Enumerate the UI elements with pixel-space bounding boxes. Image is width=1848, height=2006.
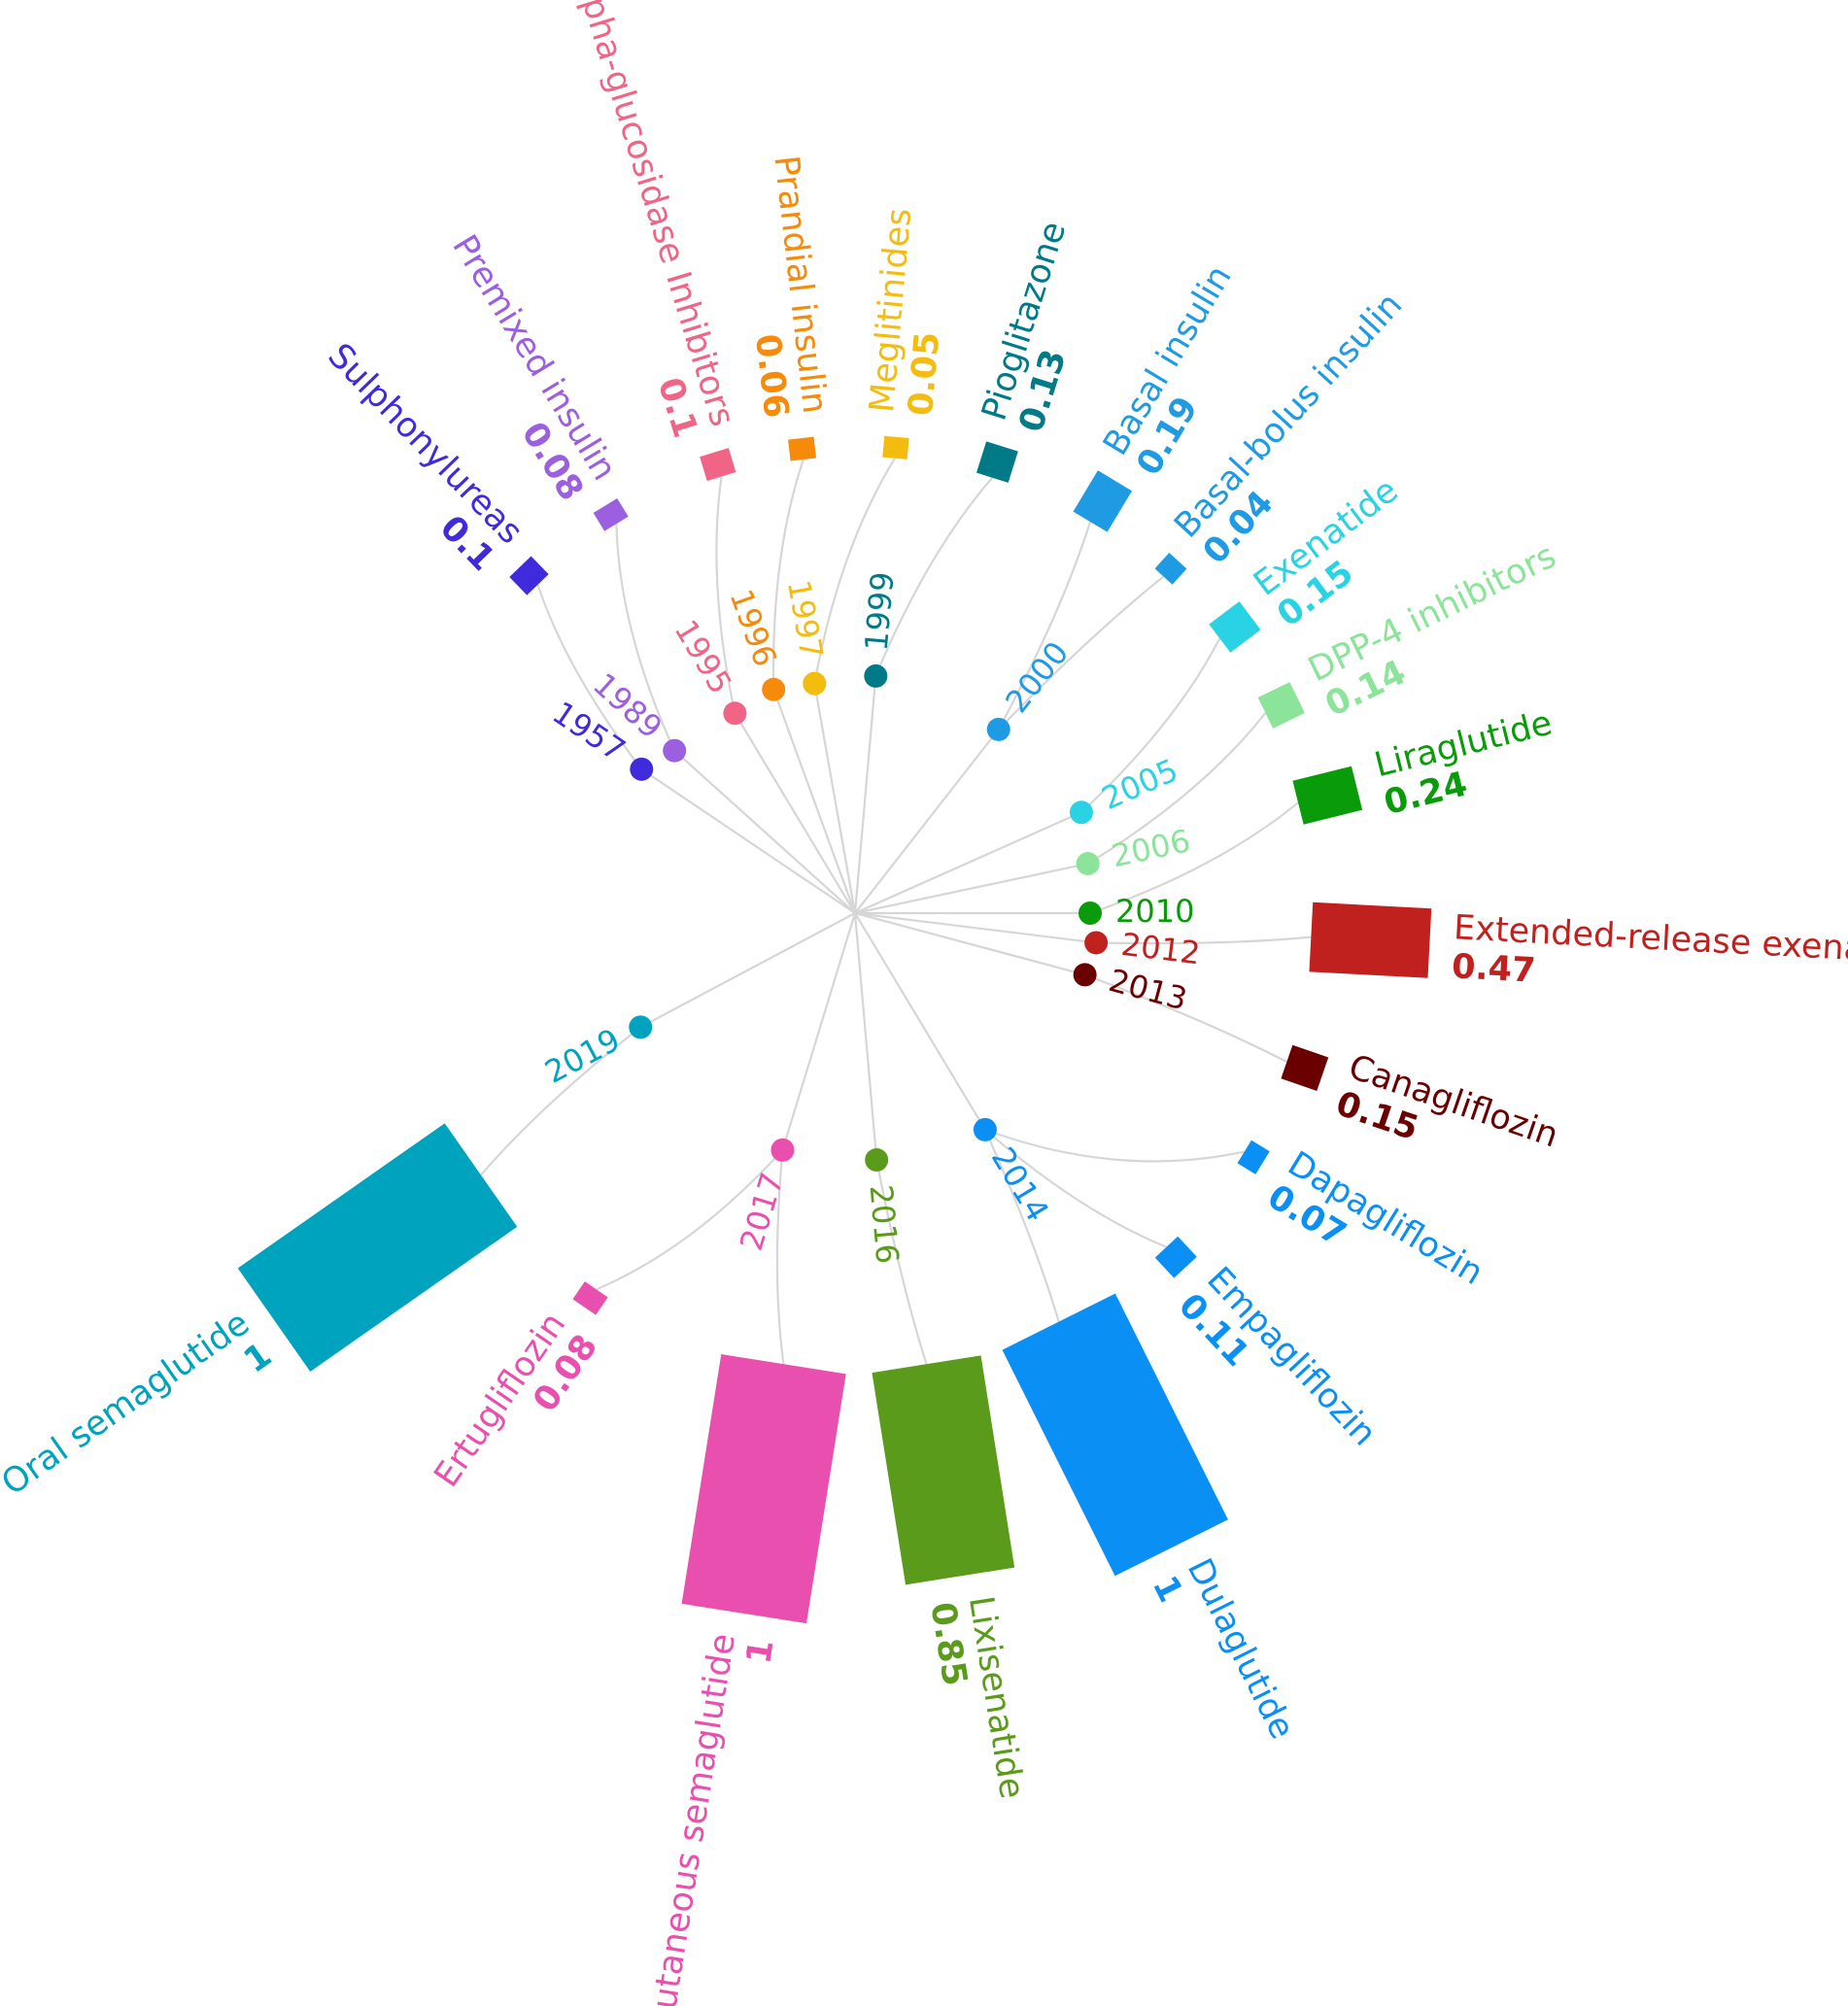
year-bar-link	[1096, 935, 1312, 945]
bar	[882, 435, 909, 459]
bar	[1292, 765, 1363, 825]
year-bar-link	[615, 524, 676, 752]
bar	[1002, 1293, 1228, 1577]
year-dot	[770, 1138, 795, 1162]
year-bar-link	[536, 584, 643, 770]
year-dot	[630, 757, 654, 781]
center-link	[734, 712, 856, 914]
center-link	[854, 729, 1000, 914]
bar	[572, 1281, 608, 1315]
bar	[593, 497, 629, 531]
center-link	[813, 683, 857, 914]
bar	[1257, 682, 1305, 729]
year-label: 2016	[863, 1183, 907, 1265]
year-bar-link	[775, 1149, 785, 1365]
year-dot	[803, 671, 827, 696]
year-bar-link	[984, 1128, 1245, 1163]
bar	[1154, 1236, 1197, 1278]
bar-value-label: 0.06	[747, 332, 796, 420]
year-bar-link	[1080, 637, 1221, 814]
year-label: 2006	[1109, 822, 1194, 874]
bar	[872, 1355, 1015, 1585]
bar	[700, 448, 736, 482]
bar-name-label: Sulphonylureas	[320, 336, 530, 552]
center-link	[639, 912, 856, 1029]
bar	[975, 441, 1018, 483]
bar	[1154, 553, 1187, 585]
year-bar-link	[1087, 712, 1267, 865]
year-bar-link	[771, 459, 804, 690]
center-link	[673, 749, 856, 914]
year-bar-link	[874, 477, 994, 677]
year-dot	[864, 663, 888, 688]
bar-value-label: 0.47	[1451, 947, 1536, 990]
bar	[1209, 601, 1261, 653]
year-dot	[986, 717, 1010, 741]
year-bar-link	[596, 1149, 784, 1291]
year-dot	[1084, 931, 1109, 955]
bar	[237, 1123, 518, 1372]
year-dot	[973, 1117, 997, 1141]
year-label: 2010	[1115, 893, 1194, 930]
bar	[1309, 901, 1432, 978]
bar-name-label: Lixisenatide	[961, 1593, 1031, 1801]
center-link	[781, 912, 857, 1151]
year-label: 1997	[780, 577, 831, 662]
year-label: 2000	[998, 634, 1076, 720]
center-link	[854, 862, 1088, 915]
center-link	[640, 767, 856, 914]
bar	[681, 1354, 846, 1624]
year-bar-link	[997, 575, 1165, 731]
year-dot	[663, 738, 687, 763]
bar	[509, 556, 549, 595]
year-label: 2017	[733, 1169, 791, 1255]
center-link	[854, 811, 1082, 915]
year-bar-link	[875, 1159, 928, 1365]
bar-value-label: 1	[739, 1637, 781, 1666]
bar-name-label: Dulaglutide	[1180, 1552, 1302, 1745]
center-link	[854, 911, 1097, 944]
year-dot	[1078, 901, 1102, 925]
center-link	[853, 912, 878, 1161]
year-dot	[723, 701, 747, 726]
bar-name-label: Subcutaneous semaglutide	[633, 1631, 743, 2006]
center-link	[854, 912, 986, 1131]
year-bar-link	[1089, 801, 1299, 915]
bar-name-label: Oral semaglutide	[0, 1304, 257, 1503]
year-dot	[1069, 800, 1093, 825]
year-dot	[865, 1148, 889, 1173]
year-dot	[629, 1015, 653, 1039]
bar-value-label: 1	[1145, 1570, 1190, 1609]
year-bar-link	[983, 1129, 1060, 1322]
year-bar-link	[997, 521, 1092, 731]
year-dot	[1076, 852, 1100, 876]
bar-name-label: Alpha-glucosidase Inhibitors	[565, 0, 742, 431]
center-link	[854, 911, 1085, 976]
bar	[788, 436, 817, 461]
year-label: 2014	[984, 1140, 1057, 1227]
year-label: 2019	[539, 1021, 627, 1091]
bar-layer	[237, 435, 1432, 1624]
year-label: 2013	[1105, 962, 1190, 1018]
bar	[1281, 1044, 1329, 1091]
bar	[1237, 1139, 1270, 1174]
year-dot	[762, 677, 786, 701]
center-link	[853, 675, 877, 914]
year-bar-link	[813, 458, 896, 684]
center-link	[772, 689, 857, 914]
year-label: 1999	[858, 570, 902, 652]
year-bar-link	[1084, 973, 1287, 1063]
link-layer	[480, 458, 1312, 1365]
year-bar-link	[480, 1026, 641, 1176]
year-bar-link	[984, 1129, 1167, 1248]
bar	[1073, 470, 1133, 532]
bar-value-label: 0.05	[902, 330, 947, 418]
year-bar-link	[715, 476, 736, 714]
year-dot	[1073, 963, 1097, 987]
year-label: 2012	[1119, 926, 1202, 972]
year-label: 1995	[667, 613, 739, 699]
